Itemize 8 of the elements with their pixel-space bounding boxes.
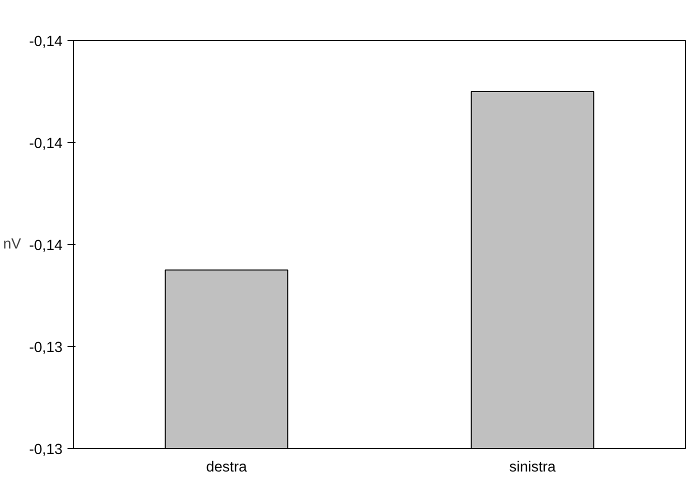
y-tick-label: -0,13 [29,442,62,458]
y-axis-title: nV [3,236,22,252]
x-tick-label: sinistra [509,460,557,476]
y-tick-label: -0,14 [29,136,62,152]
y-tick-label: -0,14 [29,238,62,254]
y-tick-label: -0,14 [29,34,62,50]
y-tick-label: -0,13 [29,340,62,356]
x-tick-label: destra [206,460,248,476]
